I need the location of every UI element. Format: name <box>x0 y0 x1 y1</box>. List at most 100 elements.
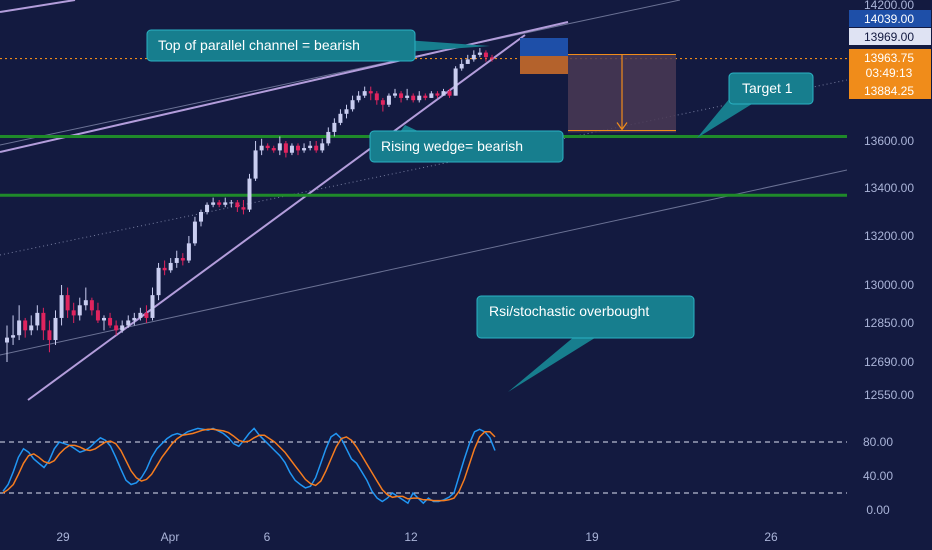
callout-target-box <box>728 72 814 105</box>
candle-body <box>471 54 476 60</box>
candle-body <box>47 330 52 341</box>
candle <box>229 200 234 208</box>
candle-body <box>429 93 434 98</box>
candle <box>453 66 458 96</box>
candle-body <box>393 93 397 96</box>
candle <box>338 109 343 126</box>
candle-body <box>423 95 428 98</box>
candle <box>247 173 252 212</box>
candle-body <box>150 295 155 318</box>
candle <box>65 287 70 318</box>
callout-overbought[interactable]: Rsi/stochastic overbought <box>476 295 695 392</box>
candle-body <box>283 143 288 153</box>
candle-body <box>83 300 88 306</box>
candle <box>271 145 276 153</box>
candle-body <box>362 91 367 96</box>
candle <box>186 236 191 263</box>
candle-body <box>441 91 446 96</box>
candle <box>429 91 434 98</box>
candle <box>223 197 228 208</box>
candle <box>405 88 410 101</box>
candle <box>259 138 264 156</box>
time-axis-tick-label: Apr <box>161 530 180 544</box>
candle-body <box>102 317 106 321</box>
position-stop-box <box>520 38 568 56</box>
candle <box>205 202 210 215</box>
candle <box>156 262 161 301</box>
candle <box>168 258 173 273</box>
candle <box>138 307 143 321</box>
candle <box>35 305 40 331</box>
price-tag-open-bg <box>849 28 931 45</box>
time-axis-tick-label: 6 <box>264 530 271 544</box>
candle-body <box>302 148 307 151</box>
time-axis-tick-label: 26 <box>764 530 778 544</box>
price-tag-low: 13884.25 <box>849 82 931 99</box>
candle <box>314 141 319 153</box>
candle <box>29 315 34 336</box>
candle-body <box>53 317 58 341</box>
candle <box>211 197 216 208</box>
candle <box>283 141 288 158</box>
candle <box>265 143 270 151</box>
candle <box>41 307 46 341</box>
price-tag-high-text: 14039.00 <box>864 12 914 26</box>
candle-body <box>17 320 22 336</box>
candle <box>490 54 494 62</box>
candle-body <box>65 295 70 311</box>
candle-body <box>205 204 210 212</box>
candle-body <box>350 100 355 110</box>
candle-body <box>108 317 113 326</box>
price-axis-tick-label: 13000.00 <box>864 278 914 292</box>
channel-mid-dotted-line <box>0 79 847 256</box>
candle-body <box>477 52 482 55</box>
stochastic-axis[interactable]: 0.00 40.00 80.00 <box>863 435 893 517</box>
callout-overbought-box <box>476 295 695 339</box>
candle-body <box>5 337 9 343</box>
candle-body <box>144 312 149 318</box>
candle <box>308 141 313 151</box>
candle <box>108 312 113 328</box>
candle-body <box>314 145 319 151</box>
candle-body <box>247 178 252 210</box>
candle <box>368 86 373 101</box>
candle-body <box>156 267 161 296</box>
candle <box>162 260 167 276</box>
candle <box>326 127 331 146</box>
price-tag-high: 14039.00 <box>849 10 931 27</box>
price-axis-tick-label: 12690.00 <box>864 355 914 369</box>
candle <box>235 200 240 212</box>
candle <box>150 287 155 321</box>
callout-rising-wedge[interactable]: Rising wedge= bearish <box>369 125 564 163</box>
callout-target[interactable]: Target 1 <box>697 72 814 138</box>
candle <box>59 285 64 326</box>
candle-body <box>447 91 452 96</box>
callout-rising-wedge-box <box>369 130 564 163</box>
candle-body <box>338 113 343 123</box>
candle <box>289 143 294 156</box>
candle-body <box>417 95 422 101</box>
price-axis[interactable]: 12550.00 12690.00 12850.00 13000.00 13200.00… <box>864 0 914 402</box>
candle-body <box>126 320 131 326</box>
callout-rising-wedge-pointer <box>400 125 420 132</box>
corner-line <box>0 0 76 13</box>
candle-body <box>138 312 143 318</box>
target-arrow-head <box>616 122 628 131</box>
candle <box>102 315 106 331</box>
callout-top-channel[interactable]: Top of parallel channel = bearish <box>146 29 490 62</box>
candle <box>296 143 300 156</box>
candle-body <box>374 93 379 101</box>
callout-top-channel-box <box>146 29 416 62</box>
price-tag-low-text: 13884.25 <box>864 84 914 98</box>
candle <box>83 287 88 311</box>
candle <box>132 312 137 326</box>
time-axis[interactable]: 29 Apr 6 12 19 26 <box>56 530 778 544</box>
callout-top-channel-pointer <box>405 40 490 52</box>
candle <box>120 320 125 333</box>
candle-body <box>380 100 385 105</box>
callout-overbought-text: Rsi/stochastic overbought <box>489 303 649 319</box>
time-axis-tick-label: 29 <box>56 530 70 544</box>
candle <box>114 320 119 336</box>
candlestick-series <box>5 48 494 362</box>
